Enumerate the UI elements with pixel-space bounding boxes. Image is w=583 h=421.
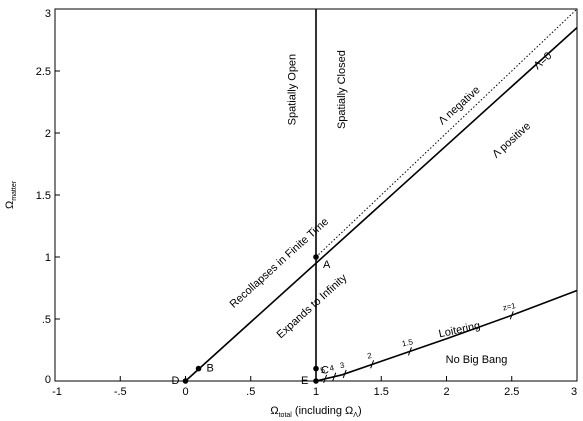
lambda-annotation: Λ negative bbox=[436, 84, 482, 127]
point-d-marker bbox=[182, 378, 189, 384]
x-axis-ticks: -1 -.5 0 .5 1 1.5 2 2.5 3 bbox=[52, 376, 578, 398]
y-axis-ticks: 0 .5 1 1.5 2 2.5 3 bbox=[36, 8, 60, 386]
data-lines bbox=[184, 8, 578, 382]
y-axis-title: Ωmatter bbox=[4, 180, 18, 209]
redshift-tick-mark bbox=[407, 347, 412, 356]
lambda-annotation: Λ positive bbox=[490, 120, 533, 160]
region-label: Spatially Closed bbox=[336, 50, 348, 129]
region-label: Spatially Open bbox=[286, 54, 298, 126]
redshift-tick-mark bbox=[370, 360, 375, 369]
x-tick-label: 1.5 bbox=[374, 386, 389, 398]
y-tick-label: 0 bbox=[45, 374, 51, 386]
y-tick-label: .5 bbox=[42, 314, 51, 326]
redshift-tick-mark bbox=[332, 372, 337, 381]
redshift-tick-mark bbox=[323, 374, 328, 384]
redshift-tick-label: 4 bbox=[329, 363, 336, 373]
x-tick-label: 0 bbox=[182, 386, 188, 398]
lambda-annotation: Λ=0 bbox=[532, 50, 555, 72]
point-e-label: E bbox=[301, 375, 308, 387]
point-e-marker bbox=[313, 378, 319, 384]
redshift-ticks: 5 4 3 2 1.5 z=1 bbox=[320, 301, 517, 384]
y-tick-label: 2 bbox=[45, 128, 51, 140]
redshift-tick-label: 2 bbox=[366, 351, 373, 361]
x-tick-label: .5 bbox=[246, 386, 255, 398]
point-c-marker bbox=[313, 365, 319, 372]
point-b-label: B bbox=[207, 363, 214, 375]
x-tick-label: 2.5 bbox=[504, 386, 519, 398]
x-tick-label: -.5 bbox=[114, 386, 127, 398]
point-a-label: A bbox=[323, 259, 331, 271]
line-lambda-zero bbox=[315, 8, 578, 258]
redshift-tick-label: 1.5 bbox=[401, 337, 414, 348]
x-axis-title: Ωtotal (including ΩΛ) bbox=[270, 405, 361, 419]
y-tick-label: 1.5 bbox=[36, 190, 51, 202]
labeled-points: A B C D E bbox=[172, 254, 331, 387]
redshift-tick-label: 5 bbox=[320, 365, 327, 375]
line-loitering-boundary bbox=[315, 289, 578, 382]
x-tick-label: 2 bbox=[443, 386, 449, 398]
y-tick-label: 2.5 bbox=[36, 66, 51, 78]
line-recollapse-boundary bbox=[184, 27, 578, 382]
redshift-tick-mark bbox=[342, 369, 347, 379]
region-label: Expands to Infinity bbox=[275, 272, 350, 341]
lambda-annotations: Λ negative Λ=0 Λ positive bbox=[436, 50, 554, 161]
point-c-label: C bbox=[321, 365, 329, 377]
x-tick-label: 1 bbox=[313, 386, 319, 398]
redshift-tick-mark bbox=[509, 311, 514, 320]
region-label: No Big Bang bbox=[446, 354, 508, 366]
point-a-marker bbox=[313, 254, 319, 260]
x-tick-label: -1 bbox=[52, 386, 62, 398]
x-tick-label: 3 bbox=[571, 386, 577, 398]
y-tick-label: 3 bbox=[45, 8, 51, 20]
redshift-tick-label: 3 bbox=[339, 360, 346, 370]
y-tick-label: 1 bbox=[45, 252, 51, 264]
point-b-marker bbox=[195, 365, 202, 372]
redshift-tick-label: z=1 bbox=[502, 301, 517, 313]
region-label: Loitering bbox=[438, 320, 482, 341]
point-d-label: D bbox=[172, 375, 180, 387]
